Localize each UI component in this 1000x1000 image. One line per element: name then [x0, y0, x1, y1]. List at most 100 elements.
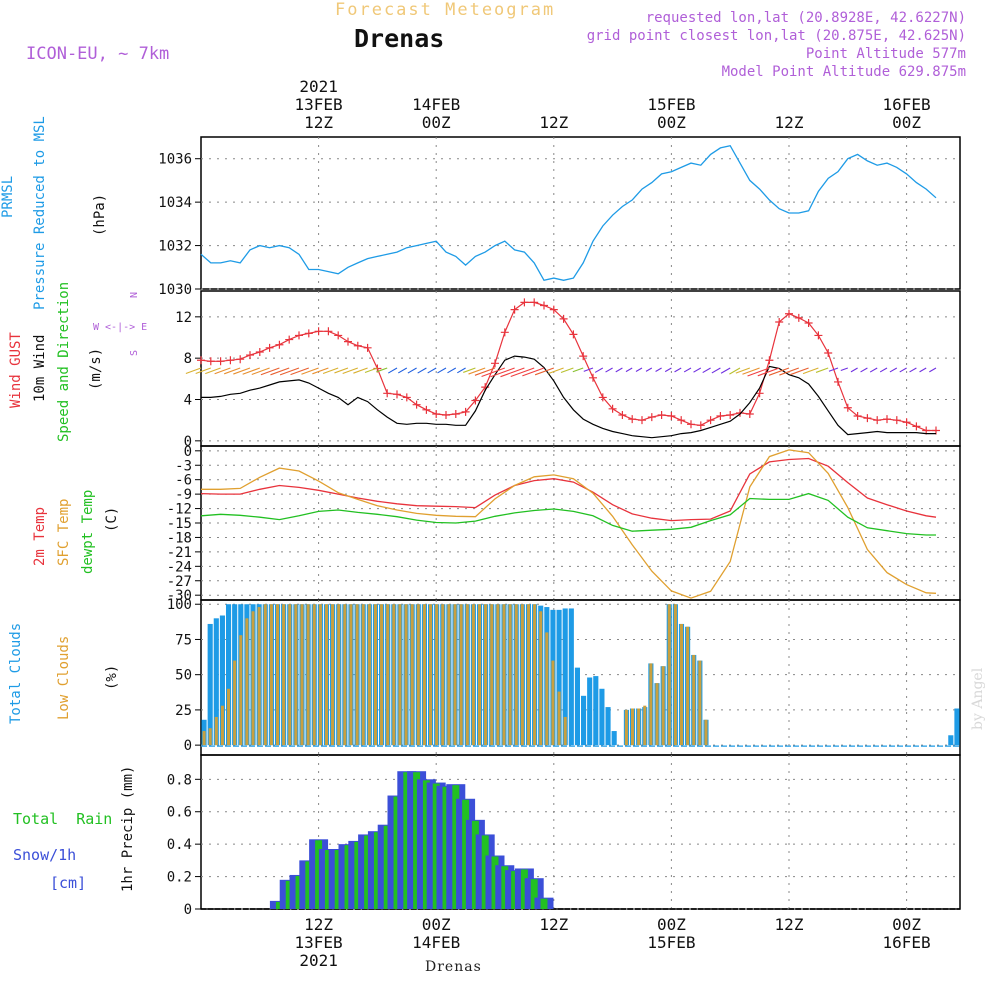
- wind-direction-arrow: [735, 367, 750, 374]
- precip-bar: [354, 841, 362, 909]
- wind-direction-arrow: [223, 367, 241, 375]
- precip-bar: [491, 856, 499, 909]
- gust-marker: [736, 408, 744, 417]
- y-tick-label-clouds: 0: [184, 738, 192, 754]
- low-cloud-bar: [649, 663, 653, 746]
- low-cloud-bar: [380, 604, 384, 746]
- low-cloud-bar: [324, 604, 329, 746]
- y-tick-label-temp: -15: [167, 516, 192, 532]
- precip-bar: [540, 898, 548, 909]
- wind-direction-arrow: [233, 367, 251, 375]
- gust-marker: [912, 422, 921, 431]
- wind-direction-arrow: [251, 367, 270, 376]
- wind-direction-arrow: [583, 367, 594, 372]
- y-tick-label-temp: -12: [167, 502, 192, 518]
- wind-direction-arrow: [500, 367, 525, 378]
- top-time-label: 13FEB: [295, 95, 343, 114]
- y-tick-label-precip: 0.2: [167, 870, 192, 886]
- compass-we: W <-|-> E: [93, 322, 147, 333]
- wind-direction-arrow: [840, 367, 848, 372]
- low-cloud-bar: [673, 604, 677, 746]
- low-cloud-bar: [477, 604, 482, 746]
- precip-bar: [285, 880, 293, 909]
- y-tick-label-temp: -27: [167, 574, 192, 590]
- precip-bar: [373, 832, 381, 909]
- low-cloud-bar: [202, 731, 206, 746]
- low-cloud-bar: [257, 607, 261, 746]
- gust-marker: [500, 328, 509, 337]
- y-tick-label-pressure: 1036: [158, 152, 192, 168]
- info-point-altitude: Point Altitude 577m: [805, 46, 966, 62]
- top-time-label: 00Z: [422, 113, 451, 132]
- low-cloud-bar: [490, 604, 494, 746]
- precip-bar: [344, 845, 352, 909]
- bottom-time-label: 12Z: [539, 915, 568, 934]
- gust-marker: [647, 413, 656, 422]
- info-grid-point: grid point closest lon,lat (20.875E, 42.…: [586, 28, 966, 44]
- top-time-label: 12Z: [539, 113, 568, 132]
- precip-bar: [432, 783, 440, 909]
- low-cloud-bar: [704, 719, 708, 746]
- gust-marker: [716, 412, 725, 421]
- low-cloud-bar: [208, 728, 212, 746]
- low-cloud-bar: [502, 604, 506, 746]
- bottom-time-label: 13FEB: [295, 933, 343, 952]
- wind-direction-arrow: [625, 367, 633, 373]
- top-time-label: 00Z: [892, 113, 921, 132]
- y-tick-label-wind: 12: [175, 310, 192, 326]
- gust-marker: [206, 357, 215, 366]
- temp-line-0: [200, 457, 937, 522]
- total-cloud-bar: [219, 615, 225, 746]
- low-cloud-bar: [318, 604, 322, 746]
- gust-marker: [873, 416, 882, 425]
- low-cloud-bar: [337, 604, 341, 746]
- wind-direction-arrow: [664, 367, 672, 373]
- wind-direction-arrow: [683, 367, 692, 373]
- wind-direction-arrow: [802, 367, 819, 375]
- low-cloud-bar: [349, 604, 353, 746]
- gust-marker: [383, 389, 392, 398]
- gust-marker: [589, 373, 597, 382]
- y-tick-label-pressure: 1034: [158, 195, 192, 211]
- total-cloud-bar: [593, 676, 599, 746]
- panel-frame-pressure: [200, 136, 961, 290]
- low-cloud-bar: [484, 604, 488, 746]
- low-cloud-bar: [539, 611, 543, 746]
- bottom-time-label: 12Z: [775, 915, 804, 934]
- wind-direction-arrow: [879, 367, 888, 373]
- wind-direction-arrow: [447, 367, 457, 374]
- precip-bar: [471, 820, 479, 909]
- gust-marker: [559, 314, 568, 323]
- gust-marker: [471, 396, 480, 405]
- precip-bar: [305, 861, 313, 909]
- top-time-label: 16FEB: [883, 95, 931, 114]
- gust-marker: [324, 327, 333, 336]
- low-cloud-bar: [435, 604, 439, 746]
- gust-marker: [863, 414, 872, 423]
- wind-direction-arrow: [342, 367, 358, 375]
- wind-direction-arrow: [742, 367, 760, 375]
- bottom-time-label: 16FEB: [883, 933, 931, 952]
- gust-marker: [412, 400, 421, 409]
- gust-marker: [216, 357, 225, 366]
- low-cloud-bar: [312, 604, 316, 746]
- wind-direction-arrow: [899, 367, 907, 373]
- y-tick-label-precip: 0.4: [167, 837, 192, 853]
- wind-direction-arrow: [301, 367, 319, 375]
- total-cloud-bar: [574, 667, 580, 746]
- low-cloud-bar: [557, 691, 561, 746]
- wind-direction-arrow: [290, 367, 309, 376]
- total-cloud-bar: [556, 609, 562, 746]
- wind-direction-arrow: [364, 367, 378, 374]
- low-cloud-bar: [239, 635, 243, 746]
- gust-marker: [667, 412, 676, 421]
- wind-direction-arrow: [720, 367, 731, 374]
- gust-marker: [451, 409, 460, 418]
- bottom-time-label: 00Z: [422, 915, 451, 934]
- precip-bar: [511, 871, 519, 909]
- low-cloud-bar: [392, 604, 396, 746]
- top-time-label: 15FEB: [647, 95, 695, 114]
- precip-bar: [324, 850, 332, 909]
- wind-direction-arrow: [387, 367, 398, 374]
- precip-bar: [334, 850, 342, 909]
